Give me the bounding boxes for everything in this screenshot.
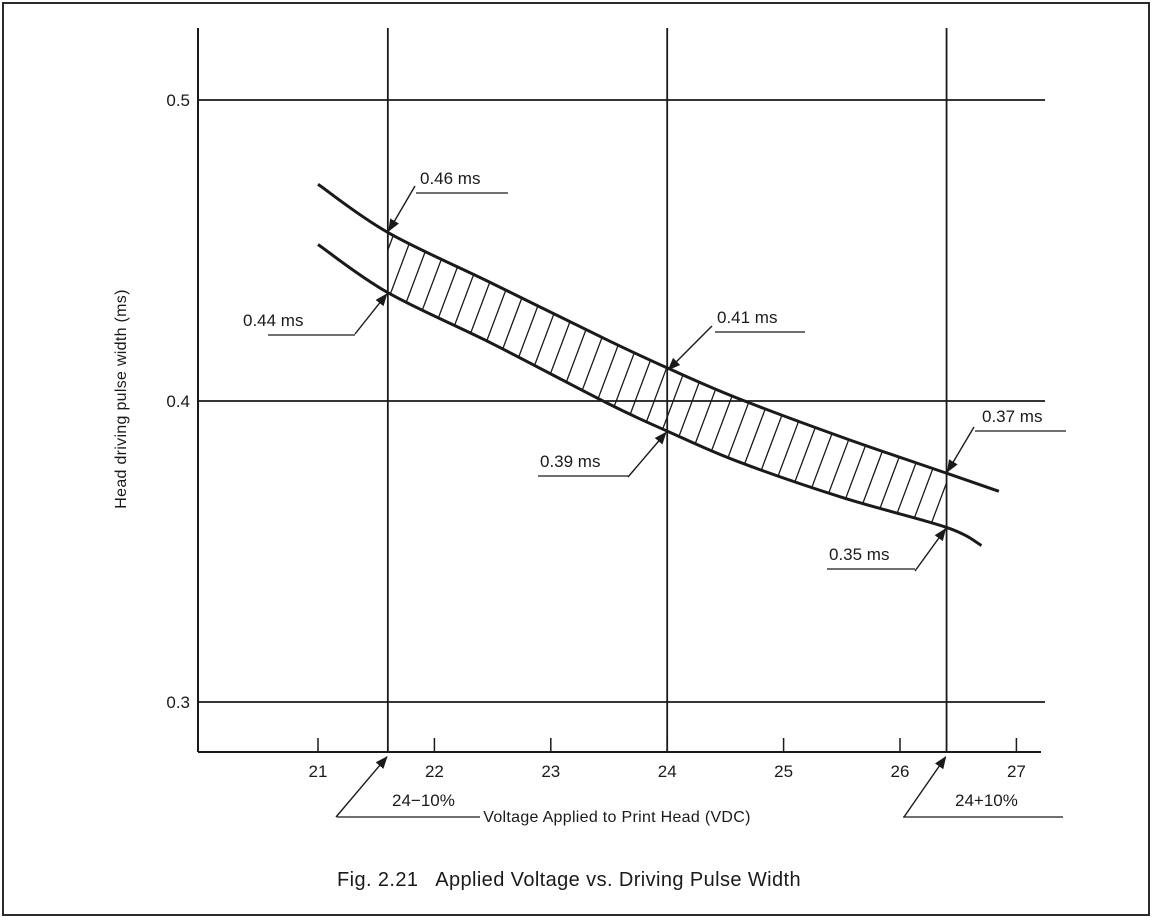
hatch-line [1081, 210, 1154, 530]
value-annotation: 0.41 ms [717, 308, 777, 327]
x-tick-label: 27 [1007, 762, 1026, 781]
y-tick-label: 0.4 [166, 392, 190, 411]
hatch-line [472, 232, 594, 528]
annotation-arrow [667, 325, 713, 371]
x-tick-label: 25 [774, 762, 793, 781]
value-annotation: 0.37 ms [982, 407, 1042, 426]
y-axis-label: Head driving pulse width (ms) [113, 289, 130, 508]
x-tick-label: 23 [541, 762, 560, 781]
upper-limit-curve [317, 183, 1000, 493]
hatch-line [1138, 210, 1154, 530]
hatch-line [226, 210, 346, 530]
hatch-line [387, 232, 442, 528]
hatch-line [387, 232, 423, 528]
x-marker-label: 24−10% [392, 791, 455, 810]
hatch-line [948, 210, 1068, 530]
hatch-line [1119, 210, 1154, 530]
x-marker-arrow [903, 755, 947, 818]
hatch-line [188, 210, 308, 530]
annotation-arrow [388, 185, 416, 232]
hatch-line [396, 232, 518, 528]
hatch-line [415, 232, 537, 528]
hatch-line [967, 210, 1087, 530]
lower-limit-curve [317, 243, 983, 547]
value-annotation: 0.46 ms [420, 169, 480, 188]
hatch-line [207, 210, 327, 530]
annotation-arrow [914, 528, 947, 572]
hatch-line [1062, 210, 1154, 530]
hatch-line [586, 232, 708, 528]
x-marker-arrow [335, 756, 388, 818]
hatch-line [719, 232, 841, 528]
hatch-line [605, 232, 727, 528]
hatch-line [434, 232, 556, 528]
hatch-line [245, 210, 365, 530]
x-marker-label: 24+10% [955, 791, 1018, 810]
hatch-line [624, 232, 746, 528]
hatch-line [833, 232, 947, 528]
x-tick-label: 22 [425, 762, 444, 781]
hatch-line [548, 232, 670, 528]
hatch-line [510, 232, 632, 528]
hatch-line [1100, 210, 1154, 530]
hatch-line [387, 232, 480, 528]
hatch-line [387, 232, 404, 528]
hatch-line [890, 232, 947, 528]
hatch-line [814, 232, 936, 528]
hatch-line [453, 232, 575, 528]
hatch-line [529, 232, 651, 528]
hatch-line [264, 210, 384, 530]
x-tick-label: 26 [891, 762, 910, 781]
hatch-line [491, 232, 613, 528]
hatch-line [757, 232, 879, 528]
y-tick-label: 0.5 [166, 91, 190, 110]
value-annotation: 0.35 ms [829, 545, 889, 564]
value-annotation: 0.44 ms [243, 311, 303, 330]
x-tick-label: 24 [658, 762, 677, 781]
annotation-arrow [627, 431, 667, 478]
hatch-line [662, 232, 784, 528]
y-tick-label: 0.3 [166, 693, 190, 712]
hatch-line [1005, 210, 1125, 530]
annotation-arrow [946, 426, 975, 473]
chart-title: Fig. 2.21 Applied Voltage vs. Driving Pu… [337, 869, 801, 891]
hatch-line [909, 232, 947, 528]
hatch-line [852, 232, 947, 528]
hatch-line [795, 232, 917, 528]
hatch-line [1024, 210, 1144, 530]
hatch-line [681, 232, 803, 528]
hatch-line [700, 232, 822, 528]
hatch-line [1043, 210, 1154, 530]
hatch-line [643, 232, 765, 528]
annotation-arrow [354, 293, 388, 335]
hatch-line [986, 210, 1106, 530]
value-annotation: 0.39 ms [540, 452, 600, 471]
x-tick-label: 21 [309, 762, 328, 781]
x-axis-label: Voltage Applied to Print Head (VDC) [483, 809, 751, 826]
